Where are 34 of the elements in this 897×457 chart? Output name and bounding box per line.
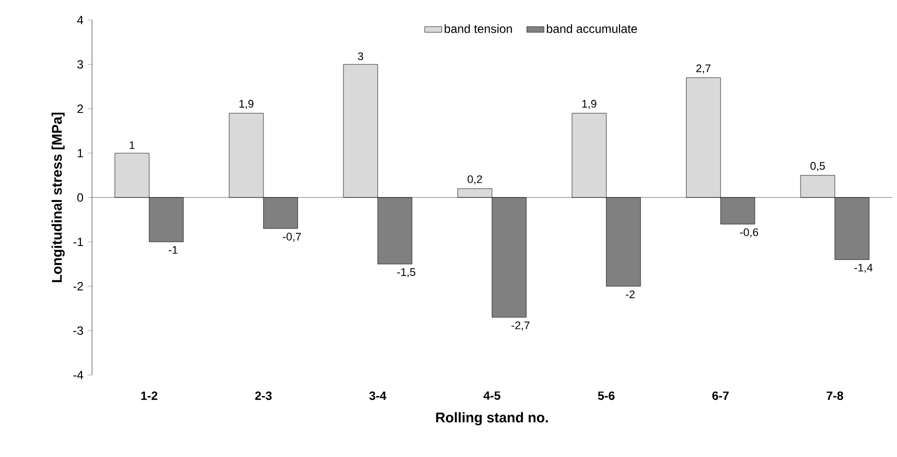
x-tick-label: 5-6 [598,391,615,400]
data-label: 2,7 [696,64,711,74]
y-tick-label: 2 [77,104,83,113]
data-label: -2,7 [512,322,530,331]
data-label: -0,6 [740,228,758,238]
y-tick-label: 3 [77,60,84,69]
x-tick-label: 2-3 [255,391,272,400]
legend-label: band accumulate [546,24,637,34]
x-tick-label: 1-2 [141,391,158,400]
legend-label: band tension [444,24,512,34]
data-label: -1 [168,246,178,254]
y-tick-label: -2 [73,282,83,290]
x-tick-label: 6-7 [712,391,729,400]
y-tick-label: -1 [73,238,83,246]
data-label: 1 [130,141,135,149]
x-axis-title: Rolling stand no. [436,412,548,426]
y-tick-label: 1 [78,149,83,158]
data-label: -1,4 [854,264,873,273]
data-label: -0,7 [282,232,301,242]
x-tick-label: 3-4 [369,391,386,400]
y-tick-label: 4 [77,16,84,24]
x-tick-label: 4-5 [484,391,500,400]
y-tick-label: -3 [73,326,84,335]
data-label: 0,2 [468,175,482,184]
y-tick-label: 0 [77,193,84,202]
data-label: -1,5 [397,268,416,278]
y-tick-label: -4 [73,370,84,380]
data-label: -2 [626,290,635,298]
x-tick-label: 7-8 [826,391,844,400]
data-label: 1,9 [582,100,596,109]
y-axis-title: Longitudinal stress [MPa] [52,112,65,282]
data-label: 0,5 [810,162,825,172]
data-label: 3 [358,52,364,60]
data-label: 1,9 [239,100,254,109]
